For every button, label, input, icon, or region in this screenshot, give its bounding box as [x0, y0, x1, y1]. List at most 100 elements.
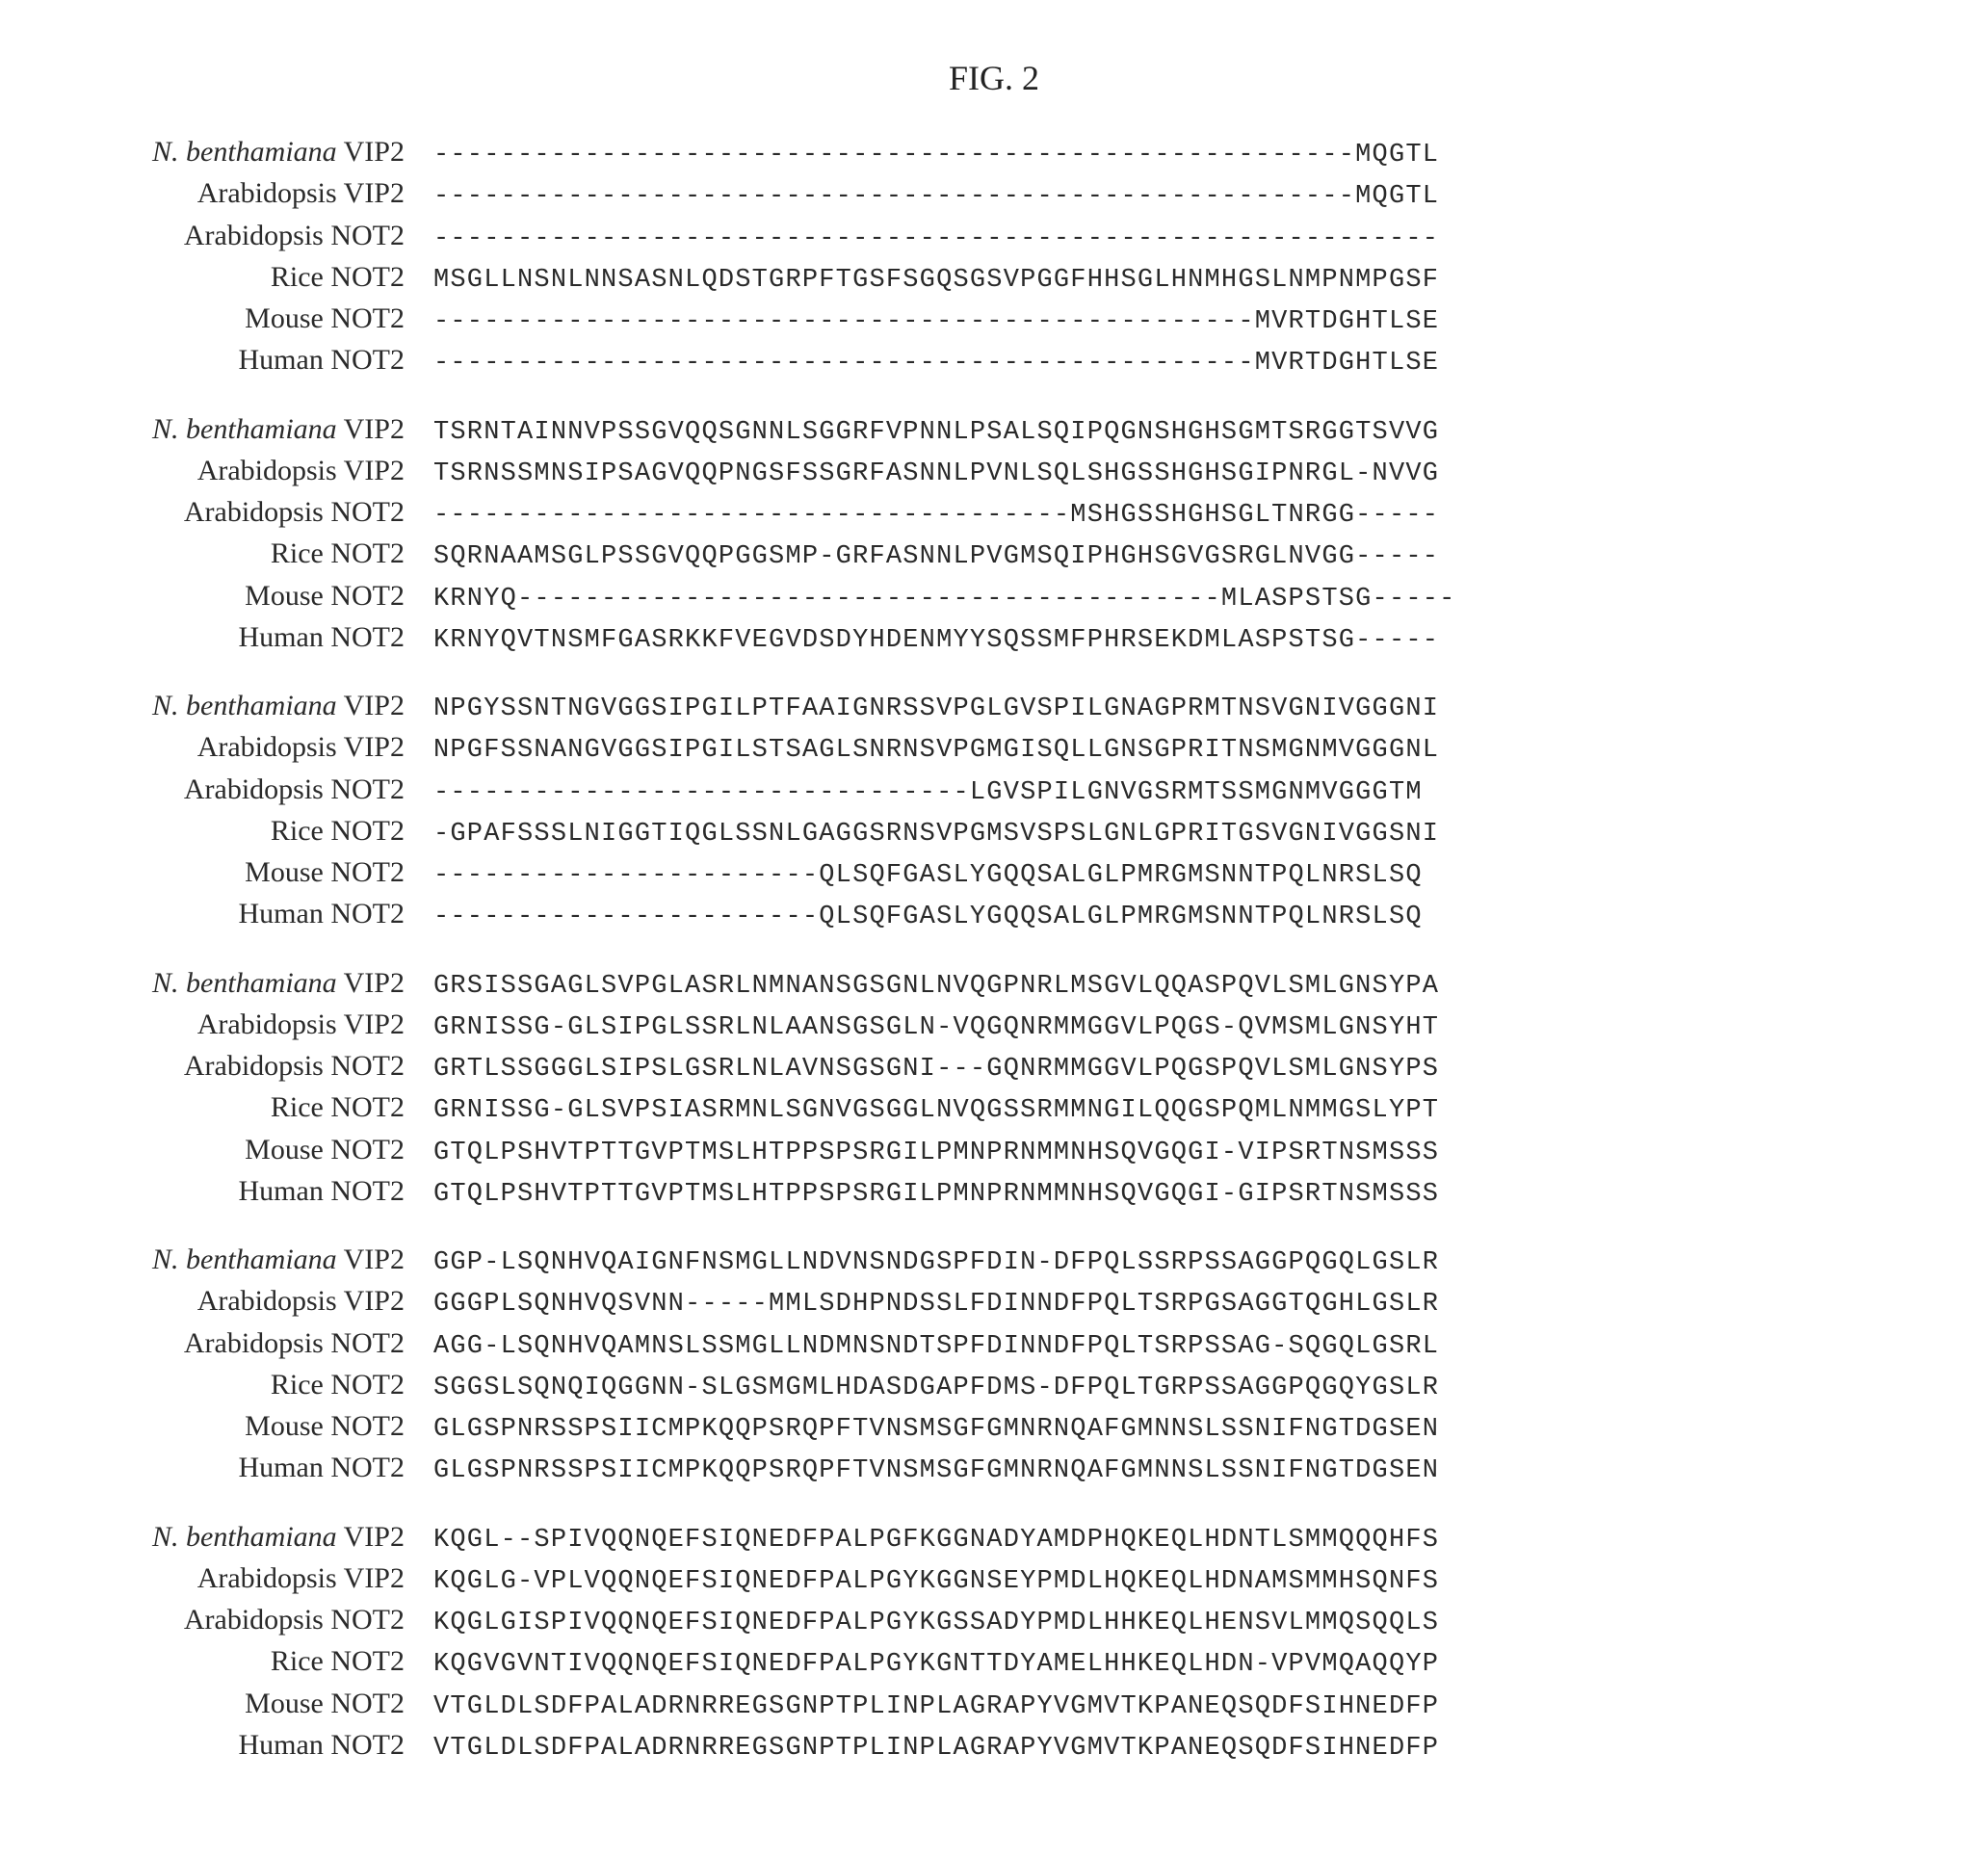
sequence-text: ----------------------------------------… [433, 179, 1439, 215]
sequence-label: Arabidopsis NOT2 [67, 216, 433, 255]
label-text: Human NOT2 [239, 1175, 405, 1207]
label-text: Rice NOT2 [271, 1091, 405, 1123]
sequence-label: Mouse NOT2 [67, 299, 433, 338]
alignment-row-at-not2: Arabidopsis NOT2KQGLGISPIVQQNQEFSIQNEDFP… [67, 1600, 1921, 1641]
alignment-row-mouse-not2: Mouse NOT2 VTGLDLSDFPALADRNRREGSGNPTPLINP… [67, 1684, 1921, 1725]
label-text: Rice NOT2 [271, 1645, 405, 1677]
sequence-label: Rice NOT2 [67, 1365, 433, 1404]
alignment-container: N. benthamiana VIP2---------------------… [67, 132, 1921, 1767]
label-text: Human NOT2 [239, 344, 405, 376]
sequence-text: SQRNAAMSGLPSSGVQQPGGSMP-GRFASNNLPVGMSQIP… [433, 539, 1439, 575]
label-text: Arabidopsis NOT2 [184, 773, 405, 805]
sequence-label: N. benthamiana VIP2 [67, 1517, 433, 1557]
sequence-label: Rice NOT2 [67, 811, 433, 851]
sequence-text: ----------------------------------------… [433, 222, 1439, 257]
label-text: Arabidopsis VIP2 [197, 177, 405, 209]
alignment-row-rice-not2: Rice NOT2SGGSLSQNQIQGGNN-SLGSMGMLHDASDGA… [67, 1365, 1921, 1406]
sequence-text: GGP-LSQNHVQAIGNFNSMGLLNDVNSNDGSPFDIN-DFP… [433, 1245, 1439, 1281]
label-text: Rice NOT2 [271, 815, 405, 847]
sequence-text: GLGSPNRSSPSIICMPKQQPSRQPFTVNSMSGFGMNRNQA… [433, 1453, 1439, 1489]
alignment-row-mouse-not2: Mouse NOT2GTQLPSHVTPTTGVPTMSLHTPPSPSRGIL… [67, 1130, 1921, 1171]
sequence-text: VTGLDLSDFPALADRNRREGSGNPTPLINPLAGRAPYVGM… [433, 1731, 1439, 1767]
alignment-row-rice-not2: Rice NOT2-GPAFSSSLNIGGTIQGLSSNLGAGGSRNSV… [67, 811, 1921, 852]
sequence-label: Arabidopsis VIP2 [67, 727, 433, 767]
alignment-block: N. benthamiana VIP2NPGYSSNTNGVGGSIPGILPT… [67, 686, 1921, 936]
alignment-block: N. benthamiana VIP2---------------------… [67, 132, 1921, 382]
sequence-label: Arabidopsis NOT2 [67, 492, 433, 532]
alignment-row-at-not2: Arabidopsis NOT2GRTLSSGGGLSIPSLGSRLNLAVN… [67, 1046, 1921, 1087]
sequence-text: VTGLDLSDFPALADRNRREGSGNPTPLINPLAGRAPYVGM… [433, 1689, 1439, 1725]
sequence-text: KQGVGVNTIVQQNQEFSIQNEDFPALPGYKGNTTDYAMEL… [433, 1647, 1439, 1683]
genus-name: N. benthamiana [152, 967, 337, 999]
sequence-label: Arabidopsis NOT2 [67, 1323, 433, 1363]
label-text: Arabidopsis NOT2 [184, 1604, 405, 1636]
alignment-row-human-not2: Human NOT2 VTGLDLSDFPALADRNRREGSGNPTPLINP… [67, 1725, 1921, 1767]
sequence-label: Rice NOT2 [67, 257, 433, 297]
sequence-text: GRSISSGAGLSVPGLASRLNMNANSGSGNLNVQGPNRLMS… [433, 969, 1439, 1005]
sequence-label: N. benthamiana VIP2 [67, 963, 433, 1003]
alignment-row-at-vip2: Arabidopsis VIP2TSRNSSMNSIPSAGVQQPNGSFSS… [67, 451, 1921, 492]
alignment-row-human-not2: Human NOT2GTQLPSHVTPTTGVPTMSLHTPPSPSRGIL… [67, 1171, 1921, 1213]
label-text: Mouse NOT2 [245, 1688, 405, 1719]
label-text: Arabidopsis NOT2 [184, 1050, 405, 1082]
alignment-row-human-not2: Human NOT2 -----------------------QLSQFGA… [67, 894, 1921, 935]
label-text: Rice NOT2 [271, 537, 405, 569]
alignment-block: N. benthamiana VIP2GGP-LSQNHVQAIGNFNSMGL… [67, 1240, 1921, 1490]
sequence-label: Arabidopsis NOT2 [67, 1600, 433, 1639]
sequence-label: N. benthamiana VIP2 [67, 1240, 433, 1279]
sequence-text: KQGL--SPIVQQNQEFSIQNEDFPALPGFKGGNADYAMDP… [433, 1523, 1439, 1558]
sequence-text: -----------------------QLSQFGASLYGQQSALG… [433, 858, 1423, 894]
alignment-row-at-not2: Arabidopsis NOT2------------------------… [67, 216, 1921, 257]
sequence-label: Human NOT2 [67, 1171, 433, 1211]
sequence-label: N. benthamiana VIP2 [67, 132, 433, 171]
sequence-label: Arabidopsis VIP2 [67, 1005, 433, 1044]
label-text: Human NOT2 [239, 898, 405, 930]
label-text: Human NOT2 [239, 1729, 405, 1761]
label-text: Mouse NOT2 [245, 1134, 405, 1165]
sequence-text: ----------------------------------------… [433, 346, 1439, 381]
sequence-label: Mouse NOT2 [67, 852, 433, 892]
label-text: Human NOT2 [239, 1452, 405, 1483]
alignment-row-at-not2: Arabidopsis NOT2 ------------------------… [67, 492, 1921, 534]
sequence-label: N. benthamiana VIP2 [67, 409, 433, 449]
label-suffix: VIP2 [337, 967, 405, 999]
label-text: Arabidopsis VIP2 [197, 1562, 405, 1594]
alignment-row-nb-vip2: N. benthamiana VIP2KQGL--SPIVQQNQEFSIQNE… [67, 1517, 1921, 1558]
sequence-text: GGGPLSQNHVQSVNN-----MMLSDHPNDSSLFDINNDFP… [433, 1287, 1439, 1322]
label-text: Arabidopsis NOT2 [184, 496, 405, 528]
alignment-row-rice-not2: Rice NOT2 MSGLLNSNLNNSASNLQDSTGRPFTGSFSGQ… [67, 257, 1921, 299]
alignment-row-rice-not2: Rice NOT2 KQGVGVNTIVQQNQEFSIQNEDFPALPGYKG… [67, 1641, 1921, 1683]
alignment-row-mouse-not2: Mouse NOT2-----------------------QLSQFGA… [67, 852, 1921, 894]
sequence-label: Human NOT2 [67, 617, 433, 657]
alignment-row-rice-not2: Rice NOT2 SQRNAAMSGLPSSGVQQPGGSMP-GRFASNN… [67, 534, 1921, 575]
sequence-text: NPGYSSNTNGVGGSIPGILPTFAAIGNRSSVPGLGVSPIL… [433, 692, 1439, 727]
sequence-label: Mouse NOT2 [67, 576, 433, 615]
label-text: Rice NOT2 [271, 261, 405, 293]
alignment-row-nb-vip2: N. benthamiana VIP2GRSISSGAGLSVPGLASRLNM… [67, 963, 1921, 1005]
alignment-row-human-not2: Human NOT2 GLGSPNRSSPSIICMPKQQPSRQPFTVNSM… [67, 1448, 1921, 1489]
sequence-label: Human NOT2 [67, 894, 433, 933]
label-text: Mouse NOT2 [245, 580, 405, 612]
sequence-text: --------------------------------LGVSPILG… [433, 775, 1423, 811]
sequence-label: Rice NOT2 [67, 1641, 433, 1681]
alignment-row-mouse-not2: Mouse NOT2 ------------------------------… [67, 299, 1921, 340]
alignment-row-nb-vip2: N. benthamiana VIP2GGP-LSQNHVQAIGNFNSMGL… [67, 1240, 1921, 1281]
sequence-text: GRNISSG-GLSVPSIASRMNLSGNVGSGGLNVQGSSRMMN… [433, 1093, 1439, 1129]
label-text: Mouse NOT2 [245, 302, 405, 334]
label-suffix: VIP2 [337, 1244, 405, 1275]
sequence-text: NPGFSSNANGVGGSIPGILSTSAGLSNRNSVPGMGISQLL… [433, 733, 1439, 769]
alignment-row-mouse-not2: Mouse NOT2KRNYQ-------------------------… [67, 576, 1921, 617]
label-text: Mouse NOT2 [245, 1410, 405, 1442]
alignment-row-at-vip2: Arabidopsis VIP2NPGFSSNANGVGGSIPGILSTSAG… [67, 727, 1921, 769]
sequence-text: TSRNSSMNSIPSAGVQQPNGSFSSGRFASNNLPVNLSQLS… [433, 457, 1439, 492]
alignment-row-nb-vip2: N. benthamiana VIP2TSRNTAINNVPSSGVQQSGNN… [67, 409, 1921, 451]
sequence-text: --------------------------------------MS… [433, 498, 1439, 534]
alignment-row-rice-not2: Rice NOT2 GRNISSG-GLSVPSIASRMNLSGNVGSGGLN… [67, 1087, 1921, 1129]
sequence-label: Mouse NOT2 [67, 1684, 433, 1723]
alignment-row-nb-vip2: N. benthamiana VIP2NPGYSSNTNGVGGSIPGILPT… [67, 686, 1921, 727]
sequence-text: ----------------------------------------… [433, 304, 1439, 340]
sequence-text: MSGLLNSNLNNSASNLQDSTGRPFTGSFSGQSGSVPGGFH… [433, 263, 1439, 299]
genus-name: N. benthamiana [152, 1521, 337, 1553]
sequence-text: -----------------------QLSQFGASLYGQQSALG… [433, 900, 1423, 935]
sequence-text: KQGLG-VPLVQQNQEFSIQNEDFPALPGYKGGNSEYPMDL… [433, 1564, 1439, 1600]
